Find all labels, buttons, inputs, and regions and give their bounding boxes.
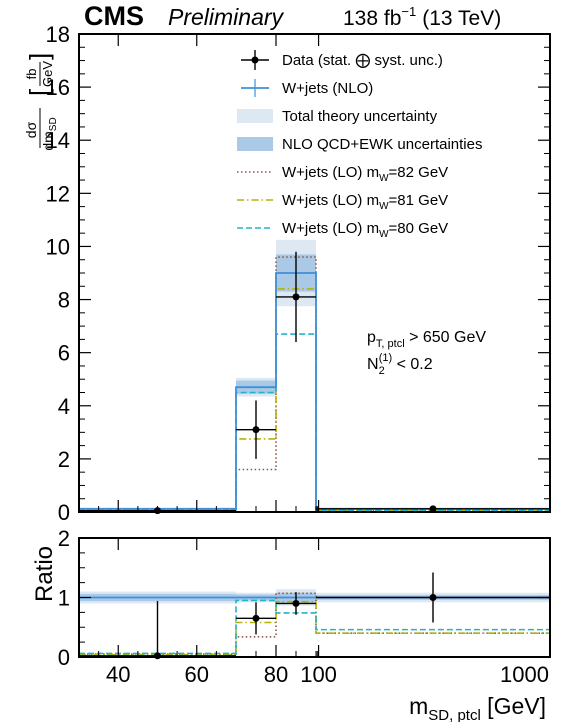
pt-cut-label: pT, ptcl > 650 GeV xyxy=(367,329,486,350)
legend-entry-lo81: W+jets (LO) mW=81 GeV xyxy=(237,192,448,212)
x-axis-title: mSD, ptcl [GeV] xyxy=(409,693,546,722)
main-y-tick-labels: 0 2 4 6 8 10 12 14 16 18 xyxy=(46,22,70,525)
main-ytick-label-16: 16 xyxy=(46,75,70,100)
main-y-axis-title: dσ dmSD [ fb GeV ] xyxy=(23,53,59,151)
main-data-point-2 xyxy=(292,293,300,301)
legend-entry-nlo: W+jets (NLO) xyxy=(241,79,373,97)
luminosity-label: 138 fb−1 (13 TeV) xyxy=(343,4,501,30)
legend-label-lo81: W+jets (LO) mW=81 GeV xyxy=(282,192,448,212)
main-ytick-label-12: 12 xyxy=(46,181,70,206)
legend: Data (stat. ⨁ syst. unc.) W+jets (NLO) Tot… xyxy=(237,50,483,240)
ratio-data-point-1 xyxy=(252,614,260,622)
main-ytick-label-6: 6 xyxy=(58,341,70,366)
main-lo80-line xyxy=(79,333,550,512)
main-ytick-label-4: 4 xyxy=(58,394,70,419)
main-data-point-1 xyxy=(252,426,260,434)
y-title-unit-numerator: fb xyxy=(24,69,39,80)
selection-annotation: pT, ptcl > 650 GeV N2(1) < 0.2 xyxy=(367,329,486,377)
main-ytick-label-2: 2 xyxy=(58,447,70,472)
y-title-unit-denominator: GeV xyxy=(40,61,55,87)
legend-data-marker xyxy=(251,56,259,64)
xtick-label-100: 100 xyxy=(300,662,337,687)
ratio-y-axis-title: Ratio xyxy=(31,546,58,602)
main-histogram-lines xyxy=(79,256,550,512)
legend-label-total-band: Total theory uncertainty xyxy=(282,108,438,125)
main-data-point-3 xyxy=(429,505,437,513)
legend-label-lo82: W+jets (LO) mW=82 GeV xyxy=(282,164,448,184)
legend-label-lo80: W+jets (LO) mW=80 GeV xyxy=(282,220,448,240)
xtick-label-40: 40 xyxy=(106,662,130,687)
xtick-label-80: 80 xyxy=(264,662,288,687)
ratio-data-points xyxy=(79,572,550,660)
ratio-y-tick-labels: 0 1 2 xyxy=(58,526,70,670)
main-data-points xyxy=(79,251,550,515)
axis-ticks xyxy=(79,33,551,658)
ratio-data-point-3 xyxy=(429,594,437,601)
y-title-open-bracket: [ xyxy=(24,88,54,96)
y-title-denominator: dmSD xyxy=(40,117,59,150)
y-title-numerator: dσ xyxy=(23,121,39,138)
legend-label-nlo: W+jets (NLO) xyxy=(282,80,373,97)
y-title-close-bracket: ] xyxy=(24,53,54,60)
status-label: Preliminary xyxy=(168,4,285,30)
ratio-ytick-label-0: 0 xyxy=(58,645,70,670)
main-nlo-line xyxy=(79,272,550,510)
header: CMS Preliminary 138 fb−1 (13 TeV) xyxy=(84,1,501,31)
ratio-lo80-line xyxy=(79,599,550,655)
main-ytick-label-0: 0 xyxy=(58,500,70,525)
legend-entry-lo82: W+jets (LO) mW=82 GeV xyxy=(237,164,448,184)
legend-label-data: Data (stat. ⨁ syst. unc.) xyxy=(282,52,443,69)
ratio-ytick-label-2: 2 xyxy=(58,526,70,551)
legend-entry-total-band: Total theory uncertainty xyxy=(237,108,438,125)
legend-entry-qcd-band: NLO QCD+EWK uncertainties xyxy=(237,136,483,153)
legend-total-band-swatch xyxy=(237,109,273,123)
xtick-label-1000: 1000 xyxy=(500,662,549,687)
experiment-label: CMS xyxy=(84,1,144,31)
main-ytick-label-8: 8 xyxy=(58,288,70,313)
legend-label-qcd-band: NLO QCD+EWK uncertainties xyxy=(282,136,483,153)
main-uncertainty-bands xyxy=(79,239,550,510)
ratio-lo81-line xyxy=(79,600,550,656)
legend-qcd-band-swatch xyxy=(237,137,273,151)
main-lo81-line xyxy=(79,288,550,512)
legend-entry-data: Data (stat. ⨁ syst. unc.) xyxy=(241,50,443,70)
main-ytick-label-10: 10 xyxy=(46,234,70,259)
ratio-data-point-2 xyxy=(292,599,300,607)
xtick-label-60: 60 xyxy=(185,662,209,687)
main-ytick-label-14: 14 xyxy=(46,128,70,153)
legend-entry-lo80: W+jets (LO) mW=80 GeV xyxy=(237,220,448,240)
ratio-ytick-label-1: 1 xyxy=(58,586,70,611)
n2-cut-label: N2(1) < 0.2 xyxy=(367,352,433,377)
x-tick-labels: 40 60 80 100 1000 xyxy=(106,662,549,687)
main-ytick-label-18: 18 xyxy=(46,22,70,47)
